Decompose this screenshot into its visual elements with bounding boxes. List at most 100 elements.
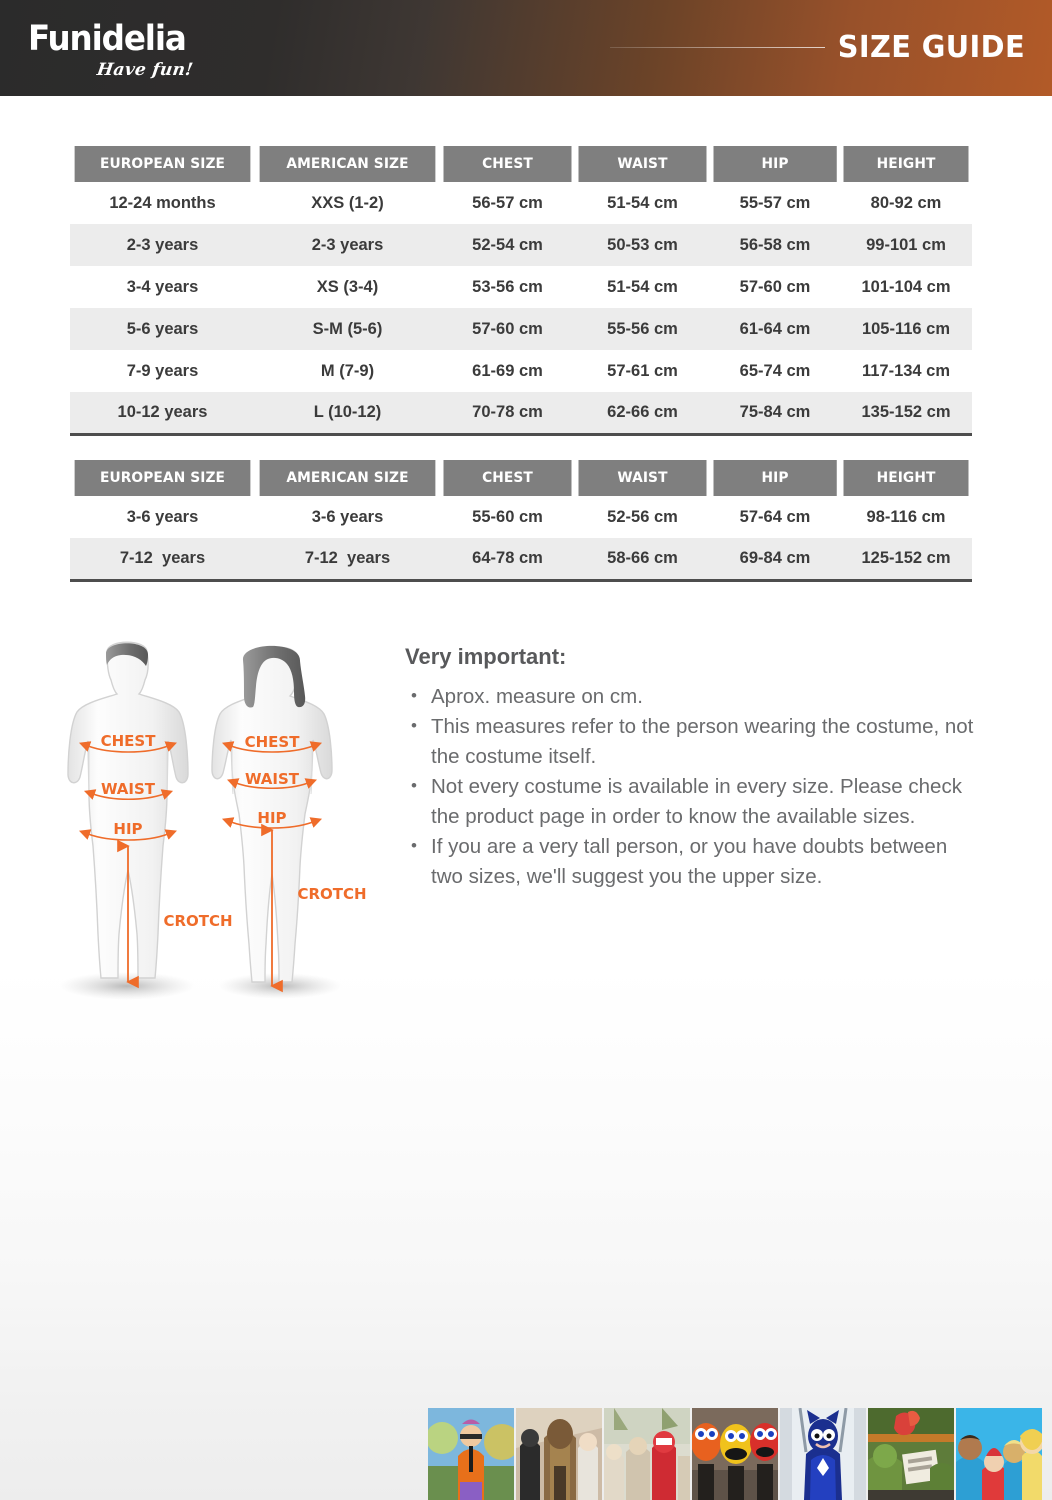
column-header-waist: WAIST	[578, 146, 707, 182]
cell-hip: 56-58 cm	[710, 224, 840, 266]
note-item: This measures refer to the person wearin…	[405, 711, 980, 772]
male-hip-label: HIP	[113, 820, 142, 838]
male-crotch-label: CROTCH	[163, 912, 232, 930]
male-chest-label: CHEST	[101, 732, 157, 750]
cell-waist: 51-54 cm	[575, 266, 710, 308]
photo-catboy-pj-masks-costume	[780, 1408, 866, 1500]
cell-chest: 61-69 cm	[440, 350, 575, 392]
cell-height: 99-101 cm	[840, 224, 972, 266]
logo-tagline: Have fun!	[95, 60, 195, 80]
note-item: Not every costume is available in every …	[405, 771, 980, 832]
column-header-waist: WAIST	[578, 460, 707, 496]
cell-chest: 56-57 cm	[440, 182, 575, 224]
male-waist-arrow	[83, 789, 174, 800]
male-figure-shadow	[59, 972, 195, 1000]
cell-chest: 64-78 cm	[440, 538, 575, 580]
cell-european-size: 12-24 months	[70, 182, 255, 224]
female-chest-arrow	[221, 741, 323, 753]
column-header-height: HEIGHT	[843, 460, 969, 496]
cell-american-size: XS (3-4)	[255, 266, 440, 308]
table-row: 5-6 years S-M (5-6) 57-60 cm 55-56 cm 61…	[70, 308, 972, 350]
cell-hip: 65-74 cm	[710, 350, 840, 392]
table-header-row: EUROPEAN SIZE AMERICAN SIZE CHEST WAIST …	[70, 460, 972, 496]
cell-hip: 61-64 cm	[710, 308, 840, 350]
column-header-european-size: EUROPEAN SIZE	[74, 146, 251, 182]
size-table-primary: EUROPEAN SIZE AMERICAN SIZE CHEST WAIST …	[70, 146, 972, 436]
table-row: 2-3 years 2-3 years 52-54 cm 50-53 cm 56…	[70, 224, 972, 266]
costume-photo-strip	[428, 1408, 1044, 1500]
photo-chewbacca-group-costume	[516, 1408, 602, 1500]
column-header-hip: HIP	[713, 460, 837, 496]
column-header-american-size: AMERICAN SIZE	[259, 460, 436, 496]
cell-waist: 52-56 cm	[575, 496, 710, 538]
cell-european-size: 7-9 years	[70, 350, 255, 392]
logo-wordmark: Funidelia	[28, 19, 187, 59]
cell-american-size: XXS (1-2)	[255, 182, 440, 224]
cell-american-size: 3-6 years	[255, 496, 440, 538]
note-item: If you are a very tall person, or you ha…	[405, 831, 980, 892]
male-hair	[105, 643, 149, 666]
cell-hip: 69-84 cm	[710, 538, 840, 580]
table-row: 12-24 months XXS (1-2) 56-57 cm 51-54 cm…	[70, 182, 972, 224]
cell-height: 80-92 cm	[840, 182, 972, 224]
cell-hip: 55-57 cm	[710, 182, 840, 224]
cell-american-size: S-M (5-6)	[255, 308, 440, 350]
cell-american-size: 7-12 years	[255, 538, 440, 580]
female-hair	[242, 645, 306, 708]
cell-waist: 50-53 cm	[575, 224, 710, 266]
male-waist-label: WAIST	[101, 780, 156, 798]
female-measurement-annotations: CHEST WAIST HIP CROTCH	[221, 733, 367, 993]
table-row: 7-12 years 7-12 years 64-78 cm 58-66 cm …	[70, 538, 972, 580]
photo-pacman-ghosts-costume	[692, 1408, 778, 1500]
cell-chest: 55-60 cm	[440, 496, 575, 538]
cell-waist: 58-66 cm	[575, 538, 710, 580]
page-body: EUROPEAN SIZE AMERICAN SIZE CHEST WAIST …	[0, 96, 1052, 1500]
column-header-american-size: AMERICAN SIZE	[259, 146, 436, 182]
cell-chest: 57-60 cm	[440, 308, 575, 350]
table-row: 7-9 years M (7-9) 61-69 cm 57-61 cm 65-7…	[70, 350, 972, 392]
photo-smurfs-group-costume	[956, 1408, 1042, 1500]
notes-list: Aprox. measure on cm. This measures refe…	[405, 681, 980, 892]
photo-green-monster-costume	[868, 1408, 954, 1500]
cell-height: 135-152 cm	[840, 392, 972, 434]
male-chest-arrow	[78, 741, 177, 753]
cell-european-size: 3-4 years	[70, 266, 255, 308]
cell-waist: 62-66 cm	[575, 392, 710, 434]
column-header-european-size: EUROPEAN SIZE	[74, 460, 251, 496]
page-title: SIZE GUIDE	[837, 30, 1025, 65]
cell-height: 125-152 cm	[840, 538, 972, 580]
table-row: 3-4 years XS (3-4) 53-56 cm 51-54 cm 57-…	[70, 266, 972, 308]
cell-chest: 70-78 cm	[440, 392, 575, 434]
table-header-row: EUROPEAN SIZE AMERICAN SIZE CHEST WAIST …	[70, 146, 972, 182]
column-header-hip: HIP	[713, 146, 837, 182]
header-divider-line	[610, 47, 825, 48]
important-notes-block: Very important: Aprox. measure on cm. Th…	[405, 644, 980, 892]
cell-height: 117-134 cm	[840, 350, 972, 392]
cell-hip: 57-64 cm	[710, 496, 840, 538]
cell-waist: 51-54 cm	[575, 182, 710, 224]
female-hip-label: HIP	[257, 809, 286, 827]
table-row: 3-6 years 3-6 years 55-60 cm 52-56 cm 57…	[70, 496, 972, 538]
cell-european-size: 7-12 years	[70, 538, 255, 580]
cell-european-size: 5-6 years	[70, 308, 255, 350]
cell-european-size: 2-3 years	[70, 224, 255, 266]
photo-orange-jumpsuit-costume	[428, 1408, 514, 1500]
column-header-chest: CHEST	[443, 460, 572, 496]
male-measurement-annotations: CHEST WAIST HIP CROTCH	[78, 732, 233, 989]
female-chest-label: CHEST	[245, 733, 301, 751]
cell-height: 105-116 cm	[840, 308, 972, 350]
female-waist-arrow	[226, 778, 318, 789]
cell-european-size: 10-12 years	[70, 392, 255, 434]
cell-height: 101-104 cm	[840, 266, 972, 308]
column-header-height: HEIGHT	[843, 146, 969, 182]
cell-european-size: 3-6 years	[70, 496, 255, 538]
funidelia-logo[interactable]: Funidelia Have fun!	[28, 19, 248, 81]
cell-waist: 57-61 cm	[575, 350, 710, 392]
cell-american-size: 2-3 years	[255, 224, 440, 266]
column-header-chest: CHEST	[443, 146, 572, 182]
cell-waist: 55-56 cm	[575, 308, 710, 350]
page-header: Funidelia Have fun! SIZE GUIDE	[0, 0, 1052, 96]
photo-power-ranger-street-costume	[604, 1408, 690, 1500]
cell-chest: 52-54 cm	[440, 224, 575, 266]
cell-height: 98-116 cm	[840, 496, 972, 538]
